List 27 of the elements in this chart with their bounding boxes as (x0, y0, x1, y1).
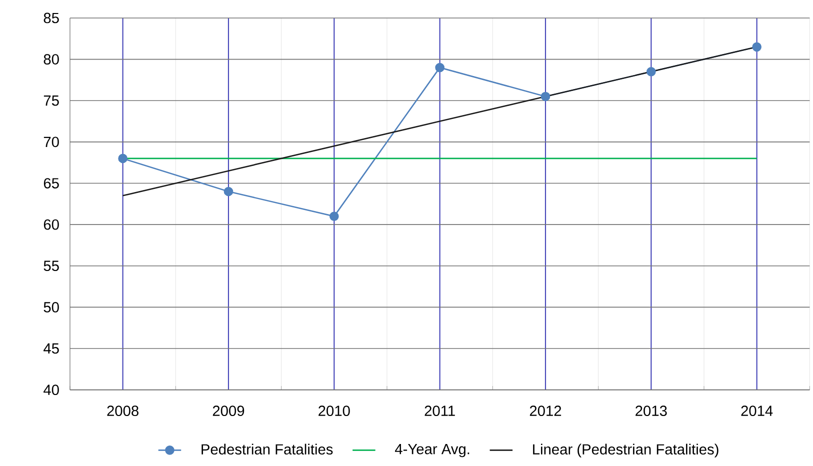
y-tick-label: 70 (44, 136, 59, 148)
y-tick-label: 45 (44, 344, 59, 354)
point (224, 186, 234, 196)
legend-label: 4-Year Avg. (394, 444, 470, 458)
x-tick-label: 2012 (530, 406, 562, 416)
point (752, 42, 762, 52)
point (540, 92, 550, 102)
legend-label: Pedestrian Fatalities (202, 444, 333, 455)
point (646, 67, 656, 76)
y-tick-label: 80 (44, 54, 59, 65)
x-tick-label: 2008 (107, 406, 138, 416)
x-tick-label: 2011 (424, 406, 455, 416)
x-tick-label: 2010 (318, 406, 350, 416)
y-tick-label: 60 (44, 219, 59, 230)
point (118, 154, 128, 164)
y-tick-label: 85 (44, 12, 59, 24)
y-tick-label: 75 (44, 96, 59, 106)
y-tick-label: 55 (44, 260, 59, 272)
y-tick-label: 50 (44, 302, 59, 312)
y-tick-label: 65 (44, 178, 59, 189)
x-tick-label: 2014 (741, 406, 773, 416)
x-tick-label: 2013 (636, 406, 667, 416)
point (329, 212, 339, 222)
x-tick-label: 2009 (212, 406, 244, 416)
y-tick-label: 40 (44, 384, 59, 396)
point (435, 62, 444, 72)
legend-label: Linear (Pedestrian Fatalities) (533, 444, 718, 458)
